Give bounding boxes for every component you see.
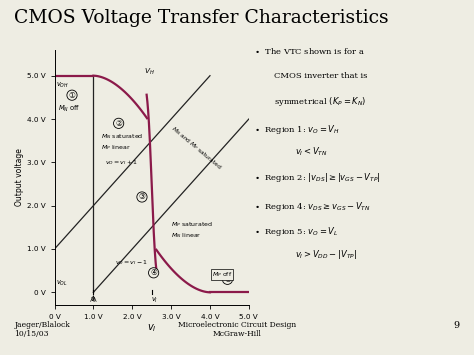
Text: $V_H$: $V_H$ (145, 66, 155, 77)
Text: $v_I < V_{TN}$: $v_I < V_{TN}$ (295, 146, 328, 158)
Text: $M_N$ saturated: $M_N$ saturated (101, 132, 144, 141)
Text: Microelectronic Circuit Design
McGraw-Hill: Microelectronic Circuit Design McGraw-Hi… (178, 321, 296, 338)
Text: $M_N$ linear: $M_N$ linear (171, 231, 201, 240)
Text: $\bullet$  Region 5: $v_O = V_L$: $\bullet$ Region 5: $v_O = V_L$ (254, 225, 338, 238)
Text: $v_O = v_I - 1$: $v_O = v_I - 1$ (115, 258, 148, 267)
Text: $v_I$: $v_I$ (90, 296, 97, 305)
Text: $M_N$ off: $M_N$ off (58, 103, 80, 114)
Text: symmetrical $(K_P = K_N)$: symmetrical $(K_P = K_N)$ (274, 95, 367, 108)
Text: $M_N$ and $M_P$ saturated: $M_N$ and $M_P$ saturated (169, 124, 224, 172)
Text: $v_{OH}$: $v_{OH}$ (56, 81, 69, 90)
Text: Jaeger/Blalock
10/15/03: Jaeger/Blalock 10/15/03 (14, 321, 70, 338)
Text: $\bullet$  Region 4: $v_{DS}\geq v_{GS}-V_{TN}$: $\bullet$ Region 4: $v_{DS}\geq v_{GS}-V… (254, 200, 370, 213)
Text: $M_P$ linear: $M_P$ linear (101, 143, 131, 152)
Text: ①: ① (69, 91, 75, 100)
Text: $\bullet$  The VTC shown is for a: $\bullet$ The VTC shown is for a (254, 46, 365, 56)
X-axis label: $v_I$: $v_I$ (147, 322, 156, 333)
Text: $v_I > V_{DD}-|V_{TP}|$: $v_I > V_{DD}-|V_{TP}|$ (295, 248, 357, 261)
Text: $v_O = v_I + 1$: $v_O = v_I + 1$ (105, 158, 138, 168)
Text: $\bullet$  Region 1: $v_O = V_H$: $\bullet$ Region 1: $v_O = V_H$ (254, 123, 339, 136)
Text: ⑤: ⑤ (224, 275, 231, 284)
Text: ②: ② (115, 119, 122, 128)
Text: $v_I$: $v_I$ (151, 296, 158, 305)
Text: $v_{OL}$: $v_{OL}$ (56, 279, 68, 288)
Text: CMOS Voltage Transfer Characteristics: CMOS Voltage Transfer Characteristics (14, 9, 389, 27)
Text: ④: ④ (150, 268, 157, 277)
Text: $M_P$ saturated: $M_P$ saturated (171, 220, 213, 229)
Text: $M_P$ off: $M_P$ off (212, 270, 232, 279)
Text: 9: 9 (454, 321, 460, 330)
Y-axis label: Output voltage: Output voltage (15, 148, 24, 207)
Text: CMOS inverter that is: CMOS inverter that is (274, 72, 368, 80)
Text: ③: ③ (138, 192, 146, 202)
Text: $\bullet$  Region 2: $|v_{DS}|\geq|v_{GS}-V_{TP}|$: $\bullet$ Region 2: $|v_{DS}|\geq|v_{GS}… (254, 171, 380, 184)
